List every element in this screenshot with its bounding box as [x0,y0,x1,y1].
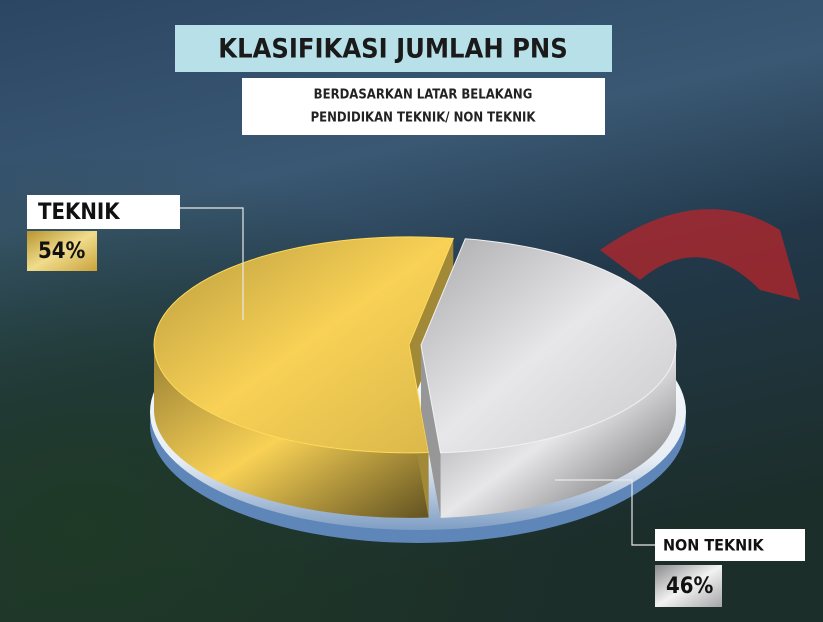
pie [153,236,677,518]
leader-line [180,207,244,320]
subtitle: PENDIDIKAN TEKNIK/ NON TEKNIK [311,111,537,126]
label-box [27,195,180,229]
value-box [655,565,722,607]
value-label: 54% [38,239,86,264]
category-label: NON TEKNIK [663,536,765,555]
title-box [175,25,612,72]
pie-slice [153,236,455,454]
value-box [27,231,97,271]
label-box [655,529,805,561]
value-label: 46% [666,574,714,599]
chart-title: KLASIFIKASI JUMLAH PNS [218,34,567,65]
category-label: TEKNIK [38,200,120,225]
subtitle: BERDASARKAN LATAR BELAKANG [314,88,533,103]
leader-line [555,479,655,546]
slice-side [154,344,429,518]
bridge [600,209,800,300]
subtitle-box [242,78,605,135]
slice-cut [420,345,441,518]
slice-side [440,345,676,518]
pie-slice [420,238,677,454]
